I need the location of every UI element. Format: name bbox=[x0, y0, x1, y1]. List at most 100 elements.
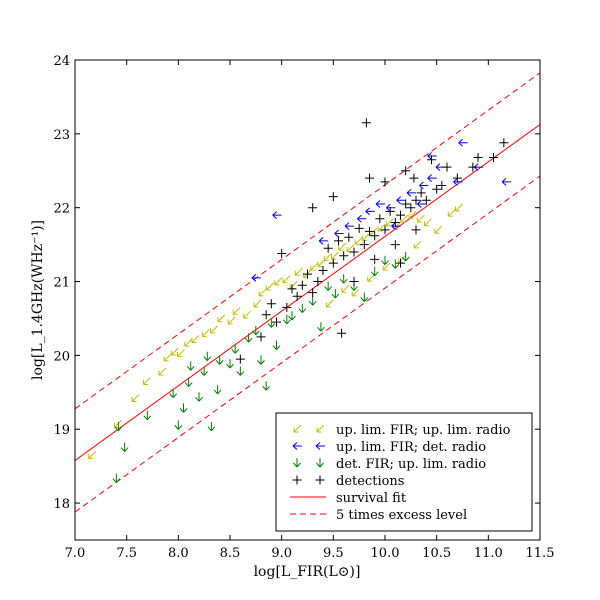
x-tick-label: 10.0 bbox=[371, 546, 400, 561]
x-tick-label: 10.5 bbox=[422, 546, 451, 561]
detection-point bbox=[375, 214, 385, 224]
legend-entry-ul_radio: det. FIR; up. lim. radio bbox=[293, 457, 486, 472]
upper-limit-both-point bbox=[158, 367, 167, 376]
upper-limit-both-point bbox=[163, 353, 172, 362]
legend-marker bbox=[293, 458, 301, 468]
x-tick-label: 11.0 bbox=[474, 546, 503, 561]
upper-limit-radio-point bbox=[207, 421, 216, 432]
upper-limit-radio-point bbox=[213, 384, 222, 395]
upper-limit-radio-point bbox=[120, 442, 129, 452]
detection-point bbox=[328, 192, 338, 202]
legend-marker bbox=[315, 475, 325, 485]
legend-box bbox=[275, 412, 533, 532]
detection-point bbox=[303, 269, 312, 279]
x-tick-label: 9.0 bbox=[271, 546, 292, 561]
upper-limit-both-point bbox=[408, 211, 417, 219]
detection-point bbox=[328, 258, 338, 268]
upper-limit-both-point bbox=[131, 394, 140, 403]
upper-limit-fir-point bbox=[386, 203, 396, 212]
legend: up. lim. FIR; up. lim. radio up. lim. FIR… bbox=[275, 412, 533, 532]
upper-limit-fir-point bbox=[417, 200, 427, 208]
detection-point bbox=[349, 247, 359, 257]
x-tick-label: 8.0 bbox=[168, 546, 189, 561]
upper-limit-radio-point bbox=[184, 377, 193, 387]
upper-limit-radio-point bbox=[391, 259, 400, 269]
upper-limit-radio-point bbox=[267, 318, 276, 328]
detection-point bbox=[489, 152, 498, 162]
series-ul_radio bbox=[112, 252, 410, 483]
upper-limit-both-point bbox=[142, 377, 151, 386]
x-tick-label: 7.5 bbox=[116, 546, 137, 561]
legend-entry-detections: detections bbox=[292, 474, 404, 489]
upper-limit-both-point bbox=[362, 233, 370, 242]
upper-limit-both-point bbox=[232, 307, 241, 315]
upper-limit-both-point bbox=[191, 335, 200, 343]
upper-limit-both-point bbox=[447, 208, 456, 217]
detection-point bbox=[396, 210, 405, 220]
detection-point bbox=[442, 162, 452, 172]
upper-limit-radio-point bbox=[112, 473, 121, 483]
detection-point bbox=[427, 155, 436, 165]
detection-point bbox=[390, 240, 400, 250]
detection-point bbox=[337, 328, 347, 338]
upper-limit-both-point bbox=[367, 273, 376, 282]
upper-limit-both-point bbox=[331, 251, 339, 260]
legend-marker bbox=[293, 424, 302, 433]
upper-limit-both-point bbox=[227, 316, 236, 325]
upper-limit-fir-point bbox=[501, 177, 512, 186]
legend-marker bbox=[316, 424, 325, 433]
upper-limit-fir-point bbox=[251, 273, 261, 282]
fit-line-group bbox=[75, 124, 540, 461]
upper-limit-both-point bbox=[201, 329, 210, 338]
upper-limit-radio-point bbox=[244, 333, 253, 343]
detection-point bbox=[354, 223, 364, 233]
upper-limit-both-point bbox=[282, 275, 291, 284]
detection-point bbox=[365, 226, 374, 236]
upper-limit-both-point bbox=[338, 242, 347, 251]
upper-limit-fir-point bbox=[318, 237, 329, 245]
legend-marker bbox=[292, 475, 302, 485]
x-tick-label: 11.5 bbox=[526, 546, 555, 561]
legend-label: 5 times excess level bbox=[336, 508, 467, 523]
upper-limit-radio-point bbox=[231, 344, 240, 354]
upper-limit-both-point bbox=[294, 267, 303, 276]
upper-limit-radio-point bbox=[169, 388, 178, 398]
legend-label: detections bbox=[336, 474, 404, 489]
detection-point bbox=[437, 181, 447, 191]
series-detections bbox=[235, 118, 509, 364]
upper-limit-radio-point bbox=[370, 266, 379, 277]
detection-point bbox=[452, 173, 462, 183]
upper-limit-both-point bbox=[184, 338, 193, 347]
detection-point bbox=[370, 254, 380, 264]
legend-marker bbox=[316, 458, 324, 468]
upper-limit-fir-point bbox=[427, 174, 437, 183]
y-tick-label: 18 bbox=[53, 497, 70, 512]
upper-limit-radio-point bbox=[215, 355, 224, 365]
x-tick-label: 9.5 bbox=[323, 546, 344, 561]
upper-limit-radio-point bbox=[143, 410, 152, 421]
upper-limit-both-point bbox=[88, 451, 97, 459]
upper-limit-fir-point bbox=[396, 196, 406, 205]
detection-point bbox=[323, 243, 333, 253]
legend-label: det. FIR; up. lim. radio bbox=[336, 457, 486, 472]
legend-marker bbox=[292, 442, 302, 450]
legend-label: up. lim. FIR; det. radio bbox=[336, 440, 486, 455]
upper-limit-radio-point bbox=[226, 359, 234, 369]
detection-point bbox=[468, 162, 478, 172]
excess-level-upper-line bbox=[75, 72, 540, 410]
data-points bbox=[88, 118, 512, 483]
upper-limit-radio-point bbox=[308, 296, 317, 306]
upper-limit-radio-point bbox=[282, 314, 291, 325]
upper-limit-radio-point bbox=[195, 392, 203, 402]
y-tick-label: 23 bbox=[53, 128, 70, 143]
upper-limit-radio-point bbox=[401, 252, 410, 262]
upper-limit-both-point bbox=[325, 299, 334, 308]
detection-point bbox=[421, 195, 431, 205]
y-tick-label: 24 bbox=[53, 54, 70, 69]
excess-level-lower-line bbox=[75, 175, 540, 513]
upper-limit-fir-point bbox=[272, 211, 282, 219]
upper-limit-fir-point bbox=[375, 200, 385, 208]
upper-limit-both-point bbox=[217, 314, 226, 323]
upper-limit-both-point bbox=[351, 288, 360, 297]
